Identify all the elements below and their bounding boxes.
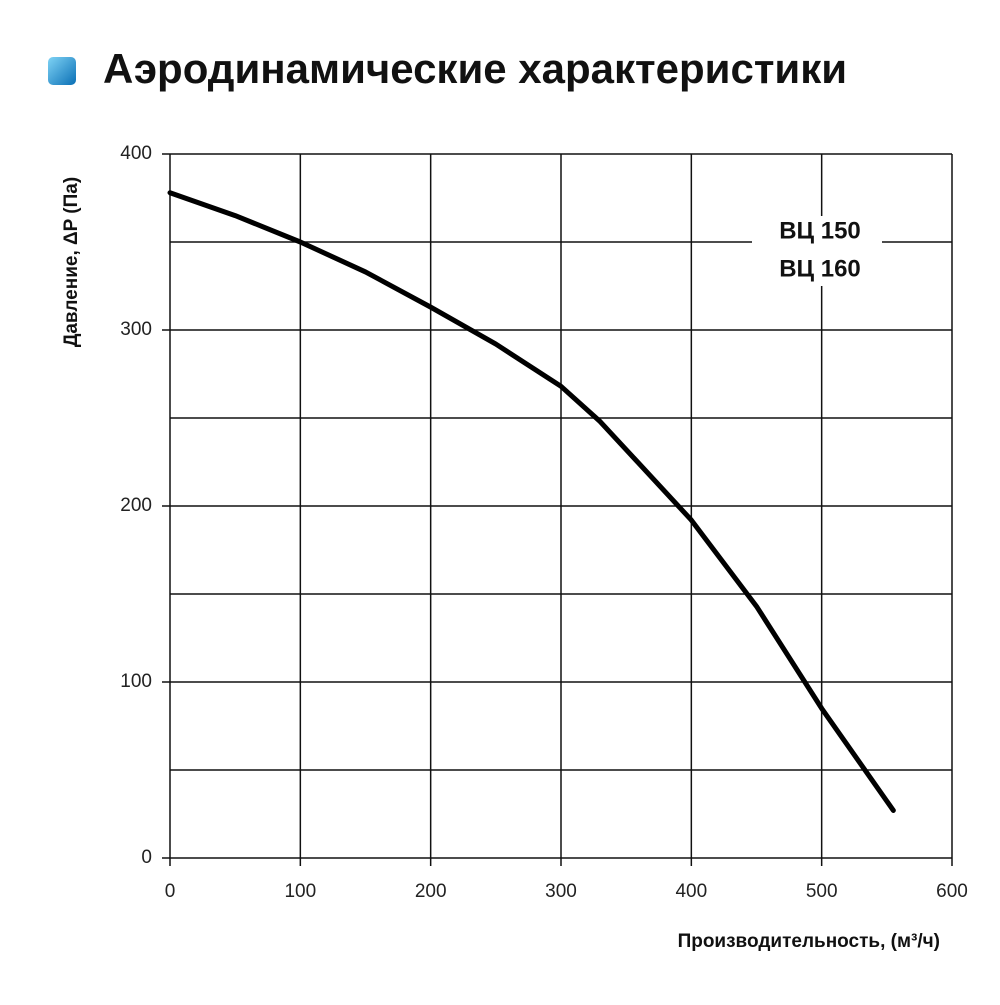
chart-title: Аэродинамические характеристики [103, 45, 847, 92]
annotation-bg [752, 216, 882, 286]
x-tick-label: 100 [284, 881, 316, 902]
annotation: ВЦ 150 [779, 217, 861, 244]
x-tick-label: 600 [936, 881, 968, 902]
x-tick-label: 500 [806, 881, 838, 902]
y-axis-label: Давление, ΔP (Па) [61, 177, 82, 347]
annotation: ВЦ 160 [779, 255, 861, 282]
x-tick-label: 400 [675, 881, 707, 902]
y-tick-label: 100 [120, 671, 152, 692]
y-tick-label: 400 [120, 143, 152, 164]
title-icon [48, 57, 76, 85]
curve [167, 190, 896, 813]
y-tick-label: 200 [120, 495, 152, 516]
x-tick-label: 300 [545, 881, 577, 902]
x-tick-label: 0 [165, 881, 176, 902]
x-tick-label: 200 [415, 881, 447, 902]
y-tick-label: 300 [120, 319, 152, 340]
x-axis-label: Производительность, (м³/ч) [678, 931, 940, 952]
y-tick-label: 0 [141, 847, 152, 868]
